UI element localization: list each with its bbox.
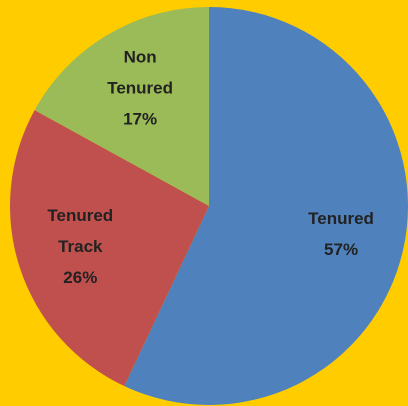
- value-label: 57%: [324, 241, 358, 260]
- pie-slice: [34, 7, 209, 206]
- slice-label: Non Tenured 17%: [107, 48, 173, 129]
- category-label: Tenured: [308, 210, 374, 229]
- category-word: Tenured: [308, 210, 374, 229]
- pie-slice: [10, 110, 210, 387]
- category-word: Tenured: [107, 79, 173, 98]
- category-word: Non: [124, 48, 157, 67]
- category-label: Non Tenured: [107, 48, 173, 98]
- pie-slice: [124, 7, 408, 405]
- category-word: Tenured: [47, 206, 113, 225]
- category-word: Track: [58, 237, 103, 256]
- slice-label: Tenured 57%: [308, 210, 374, 260]
- slice-label: Tenured Track 26%: [47, 206, 113, 287]
- value-label: 17%: [123, 110, 157, 129]
- value-label: 26%: [63, 268, 97, 287]
- category-label: Tenured Track: [47, 206, 113, 256]
